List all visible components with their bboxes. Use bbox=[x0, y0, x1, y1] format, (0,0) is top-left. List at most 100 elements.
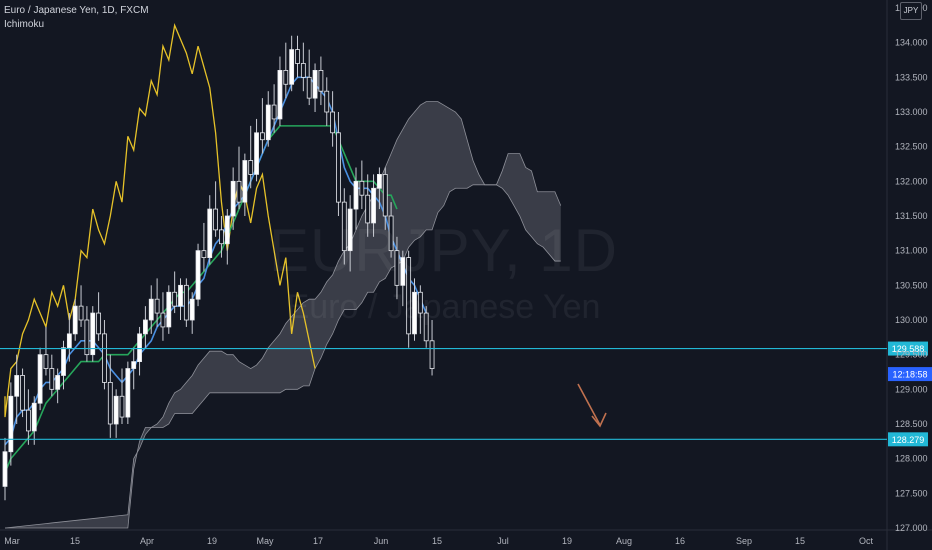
candle-body bbox=[78, 305, 84, 321]
candle-body bbox=[154, 298, 160, 314]
candle-body bbox=[388, 215, 394, 252]
indicator-label[interactable]: Ichimoku bbox=[4, 19, 45, 30]
y-tick-label: 131.000 bbox=[895, 246, 928, 256]
candle-body bbox=[336, 132, 341, 203]
candle-body bbox=[55, 375, 61, 390]
candle-body bbox=[417, 291, 423, 314]
y-tick-label: 134.000 bbox=[895, 38, 928, 48]
candle-body bbox=[371, 187, 376, 224]
candle-body bbox=[102, 333, 107, 383]
candle-body bbox=[96, 312, 101, 335]
candle-body bbox=[382, 173, 388, 217]
candle-body bbox=[300, 63, 306, 78]
candle-body bbox=[412, 291, 417, 335]
candle-body bbox=[72, 305, 78, 335]
symbol-title: Euro / Japanese Yen, 1D, FXCM bbox=[4, 5, 149, 16]
candle-body bbox=[306, 76, 312, 99]
candle-body bbox=[8, 395, 14, 453]
level-price-label: 129.588 bbox=[892, 344, 925, 354]
x-tick-label: Oct bbox=[859, 536, 874, 546]
candle-body bbox=[189, 298, 195, 321]
candle-body bbox=[113, 395, 119, 425]
candle-body bbox=[259, 132, 265, 141]
candle-body bbox=[14, 375, 20, 397]
candle-body bbox=[429, 340, 435, 369]
candle-body bbox=[400, 257, 406, 286]
level-price-label: 128.279 bbox=[892, 435, 925, 445]
candle-body bbox=[66, 333, 72, 349]
y-tick-label: 130.500 bbox=[895, 280, 928, 290]
x-tick-label: Sep bbox=[736, 536, 752, 546]
ichimoku-cloud bbox=[5, 101, 561, 528]
candle-body bbox=[37, 354, 43, 404]
candle-body bbox=[178, 284, 183, 307]
candle-body bbox=[61, 347, 66, 376]
candle-body bbox=[330, 111, 336, 134]
y-tick-label: 128.500 bbox=[895, 419, 928, 429]
candle-body bbox=[148, 298, 154, 321]
candle-body bbox=[137, 333, 142, 363]
candle-body bbox=[219, 229, 224, 245]
watermark-ticker: EURJPY, 1D bbox=[268, 217, 619, 284]
watermark-name: Euro / Japanese Yen bbox=[286, 288, 601, 326]
level-price-badge bbox=[888, 341, 928, 356]
projection-arrow-head bbox=[591, 412, 607, 428]
y-tick-label: 127.500 bbox=[895, 488, 928, 498]
candle-body bbox=[242, 160, 248, 203]
candle-body bbox=[376, 173, 382, 189]
candle-body bbox=[318, 70, 324, 92]
candle-body bbox=[125, 368, 131, 418]
x-tick-label: Apr bbox=[140, 536, 154, 546]
x-tick-label: Jul bbox=[497, 536, 509, 546]
candle-body bbox=[195, 250, 201, 300]
x-tick-label: 16 bbox=[675, 536, 685, 546]
candle-body bbox=[31, 402, 37, 432]
projection-arrow bbox=[577, 383, 601, 426]
candle-body bbox=[254, 132, 259, 175]
x-tick-label: 15 bbox=[795, 536, 805, 546]
countdown-badge bbox=[888, 367, 932, 382]
y-tick-label: 130.000 bbox=[895, 315, 928, 325]
candle-body bbox=[265, 104, 271, 141]
candle-body bbox=[107, 381, 113, 425]
y-tick-label: 133.500 bbox=[895, 72, 928, 82]
x-tick-label: 19 bbox=[562, 536, 572, 546]
candle-body bbox=[289, 49, 295, 85]
candle-body bbox=[201, 250, 207, 259]
y-tick-label: 131.500 bbox=[895, 211, 928, 221]
candle-body bbox=[394, 250, 400, 286]
x-tick-label: 19 bbox=[207, 536, 217, 546]
candle-body bbox=[207, 208, 213, 258]
candle-body bbox=[119, 395, 125, 418]
y-tick-label: 132.000 bbox=[895, 176, 928, 186]
candle-body bbox=[172, 291, 178, 307]
candle-body bbox=[283, 70, 289, 85]
countdown-label: 12:18:58 bbox=[892, 370, 927, 380]
y-tick-label: 128.000 bbox=[895, 454, 928, 464]
cloud-span-b bbox=[5, 153, 562, 529]
candle-body bbox=[353, 180, 359, 210]
candle-body bbox=[166, 291, 172, 328]
candle-body bbox=[312, 70, 318, 99]
x-tick-label: Mar bbox=[4, 536, 20, 546]
candle-body bbox=[277, 70, 283, 120]
candle-body bbox=[183, 284, 189, 321]
y-tick-label: 127.000 bbox=[895, 523, 928, 533]
candle-body bbox=[90, 312, 96, 356]
candle-body bbox=[131, 361, 137, 369]
x-tick-label: May bbox=[256, 536, 274, 546]
currency-badge[interactable]: JPY bbox=[900, 2, 922, 20]
candle-body bbox=[236, 180, 242, 203]
candle-body bbox=[49, 368, 55, 390]
candle-body bbox=[20, 375, 25, 411]
candle-body bbox=[365, 194, 371, 224]
candle-body bbox=[160, 312, 166, 328]
x-tick-label: Jun bbox=[374, 536, 389, 546]
candle-body bbox=[423, 312, 429, 342]
candle-body bbox=[25, 409, 31, 432]
candle-body bbox=[347, 208, 353, 252]
candle-body bbox=[359, 180, 365, 196]
candle-body bbox=[224, 215, 230, 245]
candle-body bbox=[230, 180, 236, 217]
